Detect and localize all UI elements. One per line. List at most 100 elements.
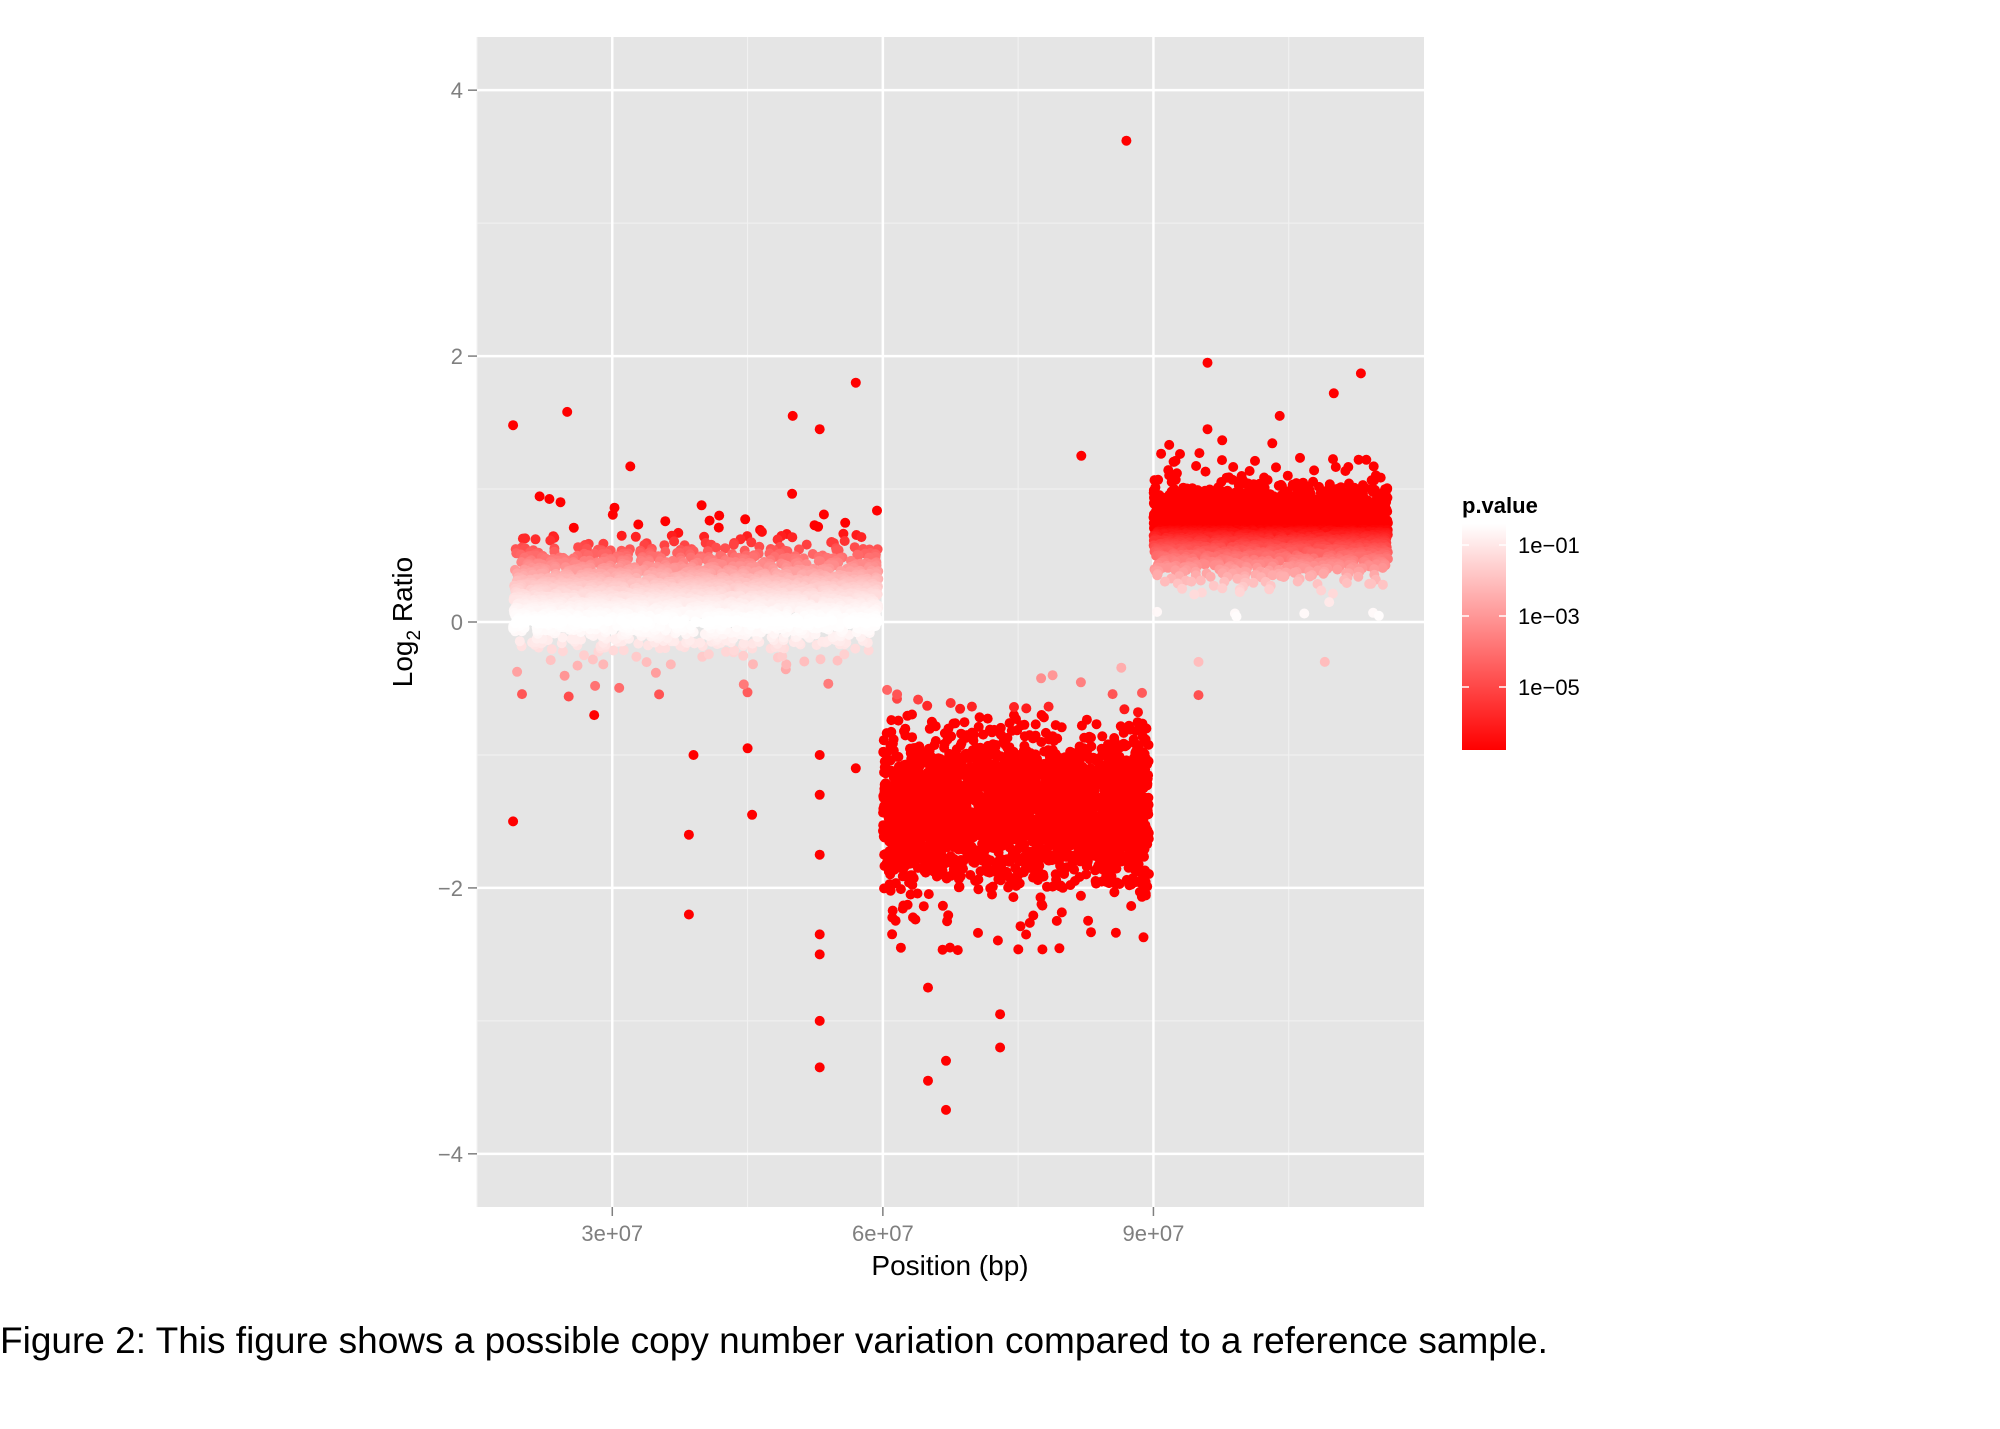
data-point bbox=[992, 935, 1003, 946]
data-point bbox=[1353, 454, 1364, 465]
data-point bbox=[1368, 461, 1379, 472]
data-point bbox=[908, 912, 918, 923]
data-point bbox=[688, 750, 699, 760]
data-point bbox=[995, 1009, 1006, 1020]
data-point bbox=[1024, 730, 1035, 741]
data-point bbox=[895, 942, 906, 953]
data-point bbox=[1037, 944, 1048, 955]
data-point bbox=[1028, 910, 1039, 921]
data-point bbox=[995, 722, 1006, 733]
data-point bbox=[913, 694, 924, 705]
data-point bbox=[1369, 475, 1379, 486]
data-point bbox=[918, 901, 929, 912]
data-point bbox=[1021, 703, 1032, 714]
data-point bbox=[508, 816, 519, 827]
data-point bbox=[887, 905, 898, 916]
data-point bbox=[740, 514, 751, 525]
data-point bbox=[1047, 745, 1058, 755]
data-point bbox=[1267, 438, 1278, 449]
data-point bbox=[555, 497, 566, 508]
data-point bbox=[900, 723, 911, 734]
data-point bbox=[1085, 763, 1096, 774]
data-point bbox=[1050, 869, 1061, 880]
data-point bbox=[814, 750, 825, 760]
data-point bbox=[1127, 873, 1138, 884]
data-point bbox=[517, 533, 528, 544]
data-point bbox=[954, 881, 965, 892]
data-point bbox=[923, 1075, 933, 1086]
data-point bbox=[995, 1042, 1006, 1053]
data-point bbox=[1084, 731, 1095, 742]
data-point bbox=[1202, 357, 1213, 368]
data-point bbox=[814, 789, 825, 800]
data-point bbox=[1193, 690, 1204, 701]
data-point bbox=[988, 739, 998, 750]
data-point bbox=[1019, 719, 1030, 730]
data-point bbox=[1081, 714, 1092, 725]
data-point bbox=[878, 746, 889, 757]
data-point bbox=[987, 881, 998, 892]
data-point bbox=[1274, 410, 1285, 421]
data-point bbox=[1202, 424, 1213, 435]
data-point bbox=[1036, 710, 1047, 720]
data-point bbox=[660, 516, 671, 527]
data-point bbox=[1051, 915, 1062, 926]
data-point bbox=[787, 410, 798, 421]
data-point bbox=[1109, 887, 1120, 898]
data-point bbox=[973, 884, 984, 895]
data-point bbox=[508, 420, 519, 431]
data-point bbox=[696, 500, 707, 511]
data-point bbox=[1217, 455, 1227, 466]
data-point bbox=[787, 488, 798, 499]
data-point bbox=[589, 710, 600, 721]
data-point bbox=[1118, 738, 1129, 749]
data-point bbox=[923, 982, 933, 993]
data-point bbox=[1138, 932, 1149, 943]
data-point bbox=[1081, 869, 1092, 880]
data-point bbox=[1109, 733, 1120, 743]
data-point bbox=[1019, 740, 1030, 751]
data-point bbox=[956, 728, 967, 739]
data-point bbox=[914, 741, 925, 752]
data-point bbox=[607, 509, 618, 520]
data-point bbox=[984, 724, 995, 735]
data-point bbox=[714, 510, 725, 521]
data-point bbox=[937, 900, 948, 911]
data-point bbox=[534, 491, 545, 502]
data-point bbox=[973, 927, 983, 938]
data-point bbox=[1355, 368, 1366, 379]
data-point bbox=[1065, 746, 1076, 757]
data-point bbox=[1169, 456, 1180, 467]
data-point bbox=[1217, 435, 1228, 446]
data-point bbox=[1340, 466, 1351, 476]
data-point bbox=[955, 703, 966, 714]
data-point bbox=[1124, 720, 1134, 731]
data-point bbox=[930, 736, 941, 746]
data-point bbox=[704, 515, 715, 526]
data-point bbox=[787, 532, 798, 543]
data-point bbox=[902, 899, 913, 910]
data-point bbox=[905, 870, 916, 881]
data-point bbox=[1133, 707, 1143, 718]
data-point bbox=[926, 716, 937, 727]
data-point bbox=[872, 505, 882, 516]
data-point bbox=[713, 522, 724, 533]
data-point bbox=[1097, 731, 1108, 742]
data-point bbox=[756, 526, 767, 537]
data-point bbox=[1126, 901, 1137, 911]
data-point bbox=[850, 377, 861, 388]
data-point bbox=[965, 870, 976, 880]
data-point bbox=[530, 534, 541, 545]
data-point bbox=[941, 1055, 951, 1066]
data-point bbox=[1076, 450, 1087, 461]
data-point bbox=[1137, 687, 1147, 698]
data-point bbox=[912, 888, 923, 899]
data-point bbox=[1282, 470, 1293, 481]
data-point bbox=[1164, 439, 1175, 450]
data-point bbox=[563, 691, 574, 702]
data-point bbox=[1200, 466, 1211, 477]
data-point bbox=[1194, 448, 1205, 459]
data-point bbox=[616, 530, 627, 541]
data-point bbox=[1040, 727, 1051, 738]
data-point bbox=[923, 889, 934, 900]
